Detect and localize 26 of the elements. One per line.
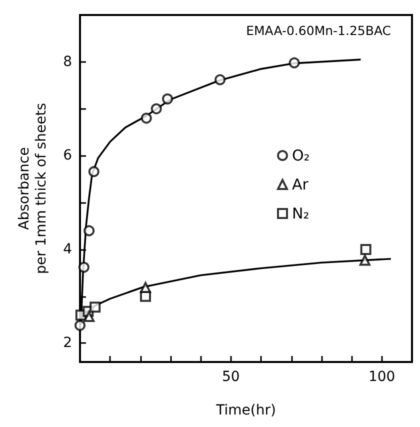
point (78, 262, 90, 273)
legend-label: N₂ (292, 204, 310, 222)
point (360, 244, 372, 255)
x-axis-title: Time(hr) (215, 402, 276, 418)
y-axis-title: Absorbance per 1mm thick of sheets (16, 103, 50, 274)
point (288, 57, 300, 68)
point (140, 112, 152, 124)
text: EMAA-0.60Mn-1.25BAC (246, 23, 392, 38)
point (90, 302, 101, 313)
point (359, 254, 370, 266)
y-tick-label: 4 (63, 241, 72, 258)
point (140, 282, 151, 293)
point (84, 225, 95, 236)
point (88, 166, 100, 178)
legend-label: O₂ (292, 146, 310, 164)
y-tick-label: 8 (63, 54, 72, 70)
y-tick-label: 2 (63, 335, 72, 352)
x-tick-label: 100 (368, 369, 396, 385)
x-tick-label: 50 (222, 369, 240, 385)
point (162, 93, 174, 104)
y-tick-label: 6 (63, 148, 72, 164)
legend-label: Ar (292, 176, 310, 194)
point (74, 320, 86, 331)
point (84, 311, 95, 322)
point (150, 103, 162, 114)
point (214, 74, 226, 86)
